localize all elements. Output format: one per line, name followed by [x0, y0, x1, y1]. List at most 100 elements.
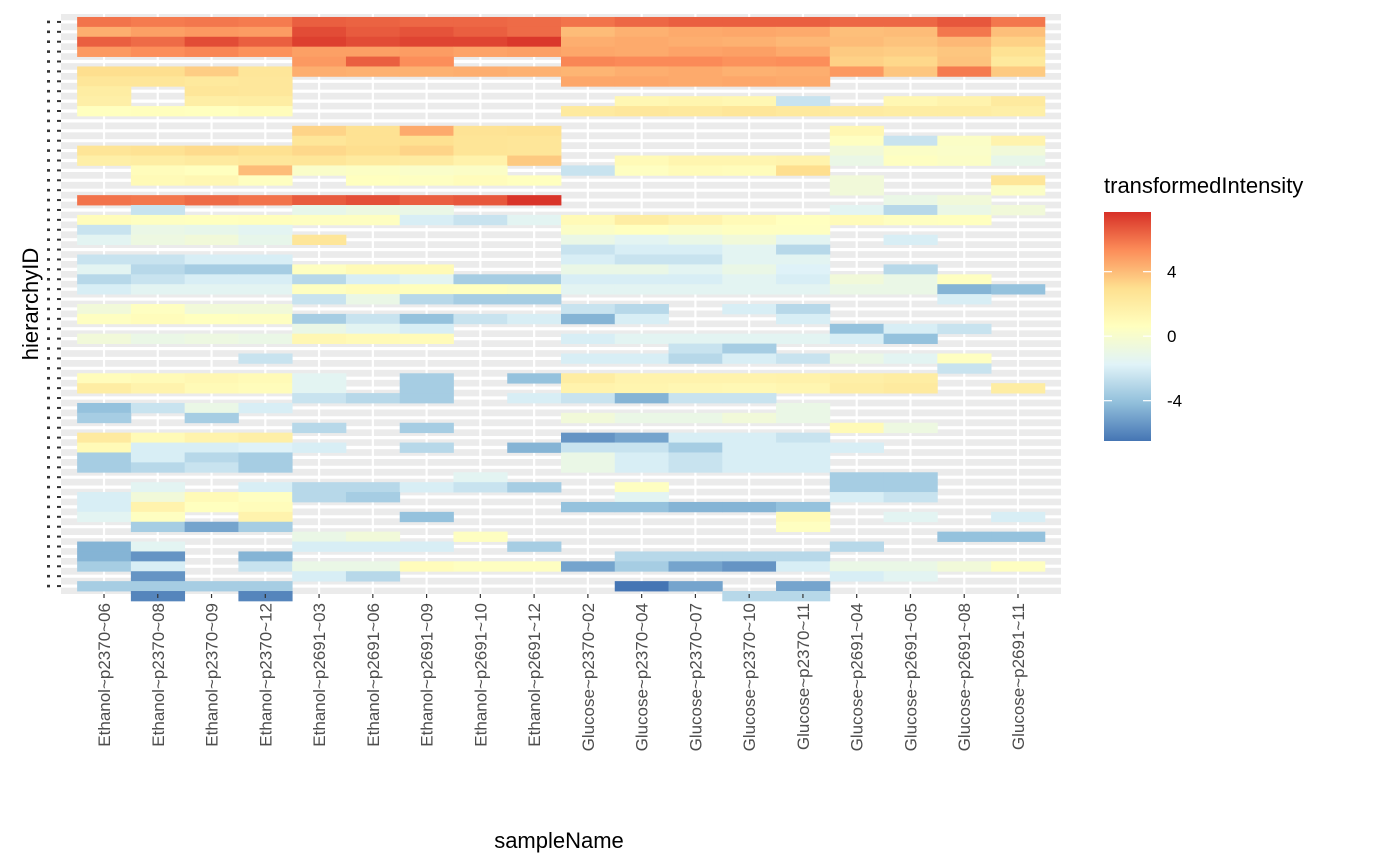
heatmap-cell: [399, 284, 454, 295]
heatmap-cell: [776, 412, 831, 424]
heatmap-cell: [722, 16, 777, 28]
heatmap-cell: [991, 175, 1046, 186]
heatmap-cell: [776, 284, 831, 295]
heatmap-cell: [130, 46, 186, 57]
heatmap-cell: [883, 46, 938, 57]
heatmap-cell: [829, 353, 884, 364]
heatmap-cell: [883, 333, 938, 344]
heatmap-cell: [399, 561, 454, 572]
heatmap-cell: [130, 452, 186, 463]
heatmap-cell: [184, 432, 239, 443]
heatmap-cell: [77, 16, 132, 28]
heatmap-cell: [345, 195, 401, 206]
heatmap-cell: [668, 56, 723, 67]
heatmap-cell: [776, 26, 831, 38]
heatmap-cell: [399, 175, 454, 186]
heatmap-cell: [937, 353, 992, 364]
heatmap-cell: [561, 36, 616, 48]
heatmap-cell: [399, 135, 454, 147]
heatmap-cell: [722, 214, 777, 226]
heatmap-cell: [77, 333, 132, 344]
heatmap-cell: [776, 442, 831, 453]
heatmap-cell: [937, 205, 992, 216]
heatmap-cell: [130, 571, 186, 582]
heatmap-cell: [561, 432, 616, 443]
heatmap-cell: [453, 531, 508, 542]
heatmap-cell: [184, 284, 239, 295]
heatmap-cell: [561, 165, 616, 176]
heatmap-cell: [184, 76, 239, 87]
heatmap-cell: [776, 254, 831, 265]
heatmap-cell: [507, 373, 562, 384]
heatmap-cell: [130, 16, 186, 28]
heatmap-cell: [614, 482, 669, 493]
heatmap-cell: [668, 452, 723, 463]
heatmap-cell: [238, 96, 293, 107]
heatmap-cell: [77, 86, 132, 97]
heatmap-cell: [238, 254, 293, 265]
x-tick-label: Ethanol~p2691~10: [471, 603, 490, 747]
heatmap-cell: [668, 442, 723, 453]
heatmap-cell: [130, 383, 186, 394]
heatmap-cell: [883, 561, 938, 572]
heatmap-cell: [722, 165, 777, 176]
heatmap-cell: [991, 96, 1046, 107]
heatmap-cell: [77, 442, 132, 453]
heatmap-cell: [991, 56, 1046, 67]
heatmap-cell: [937, 214, 992, 226]
heatmap-cell: [130, 313, 186, 325]
heatmap-cell: [292, 333, 347, 344]
heatmap-cell: [399, 214, 454, 226]
heatmap-cell: [668, 264, 723, 275]
heatmap-cell: [614, 26, 669, 38]
heatmap-cell: [292, 442, 347, 453]
heatmap-cell: [561, 501, 616, 513]
heatmap-cell: [722, 561, 777, 572]
heatmap-cell: [453, 313, 508, 325]
heatmap-cell: [130, 234, 186, 246]
heatmap-cell: [130, 155, 186, 166]
heatmap-cell: [561, 304, 616, 315]
heatmap-cell: [184, 175, 239, 186]
heatmap-cell: [507, 313, 562, 325]
heatmap-cell: [883, 482, 938, 493]
heatmap-cell: [507, 294, 562, 305]
heatmap-cell: [130, 541, 186, 552]
heatmap-cell: [614, 234, 669, 246]
heatmap-cell: [829, 482, 884, 493]
heatmap-cell: [937, 66, 992, 77]
heatmap-cell: [238, 492, 293, 503]
heatmap-cell: [561, 333, 616, 344]
heatmap-cell: [77, 452, 132, 463]
heatmap-cell: [184, 86, 239, 97]
heatmap-cell: [776, 244, 831, 255]
heatmap-cell: [668, 501, 723, 513]
heatmap-cell: [829, 541, 884, 552]
heatmap-cell: [561, 106, 616, 117]
heatmap-cell: [77, 373, 132, 384]
heatmap-cell: [614, 581, 669, 592]
heatmap-cell: [614, 383, 669, 394]
heatmap-cell: [776, 501, 831, 513]
heatmap-cell: [614, 214, 669, 226]
heatmap-cell: [561, 264, 616, 275]
heatmap-cell: [722, 244, 777, 255]
heatmap-cell: [668, 343, 723, 354]
heatmap-cell: [77, 412, 132, 424]
heatmap-cell: [292, 294, 347, 305]
heatmap-cell: [77, 492, 132, 503]
heatmap-cell: [184, 36, 239, 48]
heatmap-cell: [829, 214, 884, 226]
heatmap-cell: [829, 106, 884, 117]
heatmap-cell: [937, 274, 992, 285]
heatmap-cell: [130, 442, 186, 453]
x-tick-label: Glucose~p2370~10: [740, 603, 759, 751]
heatmap-cell: [453, 274, 508, 285]
heatmap-cell: [130, 284, 186, 295]
heatmap-cell: [614, 254, 669, 265]
heatmap-cell: [238, 581, 293, 592]
heatmap-cell: [345, 264, 401, 275]
heatmap-cell: [238, 195, 293, 206]
heatmap-cell: [345, 175, 401, 186]
heatmap-cell: [668, 16, 723, 28]
